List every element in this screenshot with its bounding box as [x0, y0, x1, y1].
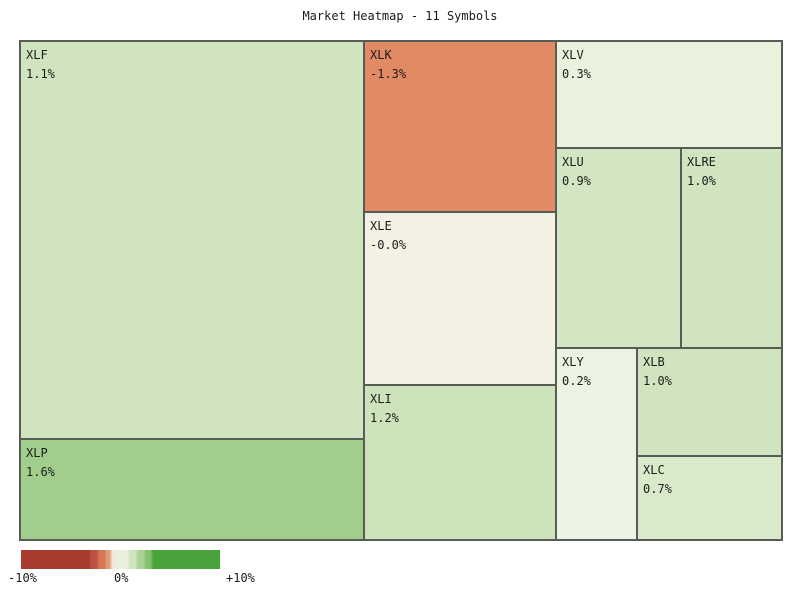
tile-symbol: XLF [26, 48, 48, 62]
treemap-tile-xlc: XLC 0.7% [637, 456, 782, 540]
treemap-tile-xlk: XLK -1.3% [364, 41, 556, 212]
tile-symbol: XLRE [687, 155, 716, 169]
tile-change: 0.7% [643, 482, 672, 496]
colorbar-mid-label: 0% [114, 571, 129, 585]
tile-symbol: XLB [643, 355, 665, 369]
tile-change: 0.9% [562, 174, 591, 188]
treemap: XLF 1.1% XLP 1.6% XLK -1.3% XLE -0.0% XLI 1.2% XLV… [19, 40, 783, 541]
colorbar-max-label: +10% [226, 571, 255, 585]
tile-symbol: XLI [370, 392, 392, 406]
tile-symbol: XLE [370, 219, 392, 233]
tile-symbol: XLP [26, 446, 48, 460]
tile-symbol: XLC [643, 463, 665, 477]
tile-change: 1.6% [26, 465, 55, 479]
treemap-tile-xlv: XLV 0.3% [556, 41, 782, 148]
treemap-tile-xlf: XLF 1.1% [20, 41, 364, 439]
tile-change: 1.0% [643, 374, 672, 388]
treemap-tile-xlu: XLU 0.9% [556, 148, 681, 348]
treemap-tile-xlb: XLB 1.0% [637, 348, 782, 456]
tile-symbol: XLY [562, 355, 584, 369]
tile-change: 1.1% [26, 67, 55, 81]
tile-symbol: XLU [562, 155, 584, 169]
tile-symbol: XLK [370, 48, 392, 62]
treemap-tile-xle: XLE -0.0% [364, 212, 556, 385]
treemap-tile-xly: XLY 0.2% [556, 348, 637, 540]
tile-change: 1.0% [687, 174, 716, 188]
tile-change: 0.2% [562, 374, 591, 388]
colorbar-min-label: -10% [8, 571, 37, 585]
tile-change: 0.3% [562, 67, 591, 81]
tile-symbol: XLV [562, 48, 584, 62]
tile-change: -1.3% [370, 67, 407, 81]
chart-title: Market Heatmap - 11 Symbols [302, 9, 498, 23]
tile-change: 1.2% [370, 411, 399, 425]
tile-change: -0.0% [370, 238, 407, 252]
treemap-tile-xli: XLI 1.2% [364, 385, 556, 540]
colorbar-gradient [21, 550, 220, 569]
treemap-tile-xlp: XLP 1.6% [20, 439, 364, 540]
treemap-tile-xlre: XLRE 1.0% [681, 148, 782, 348]
